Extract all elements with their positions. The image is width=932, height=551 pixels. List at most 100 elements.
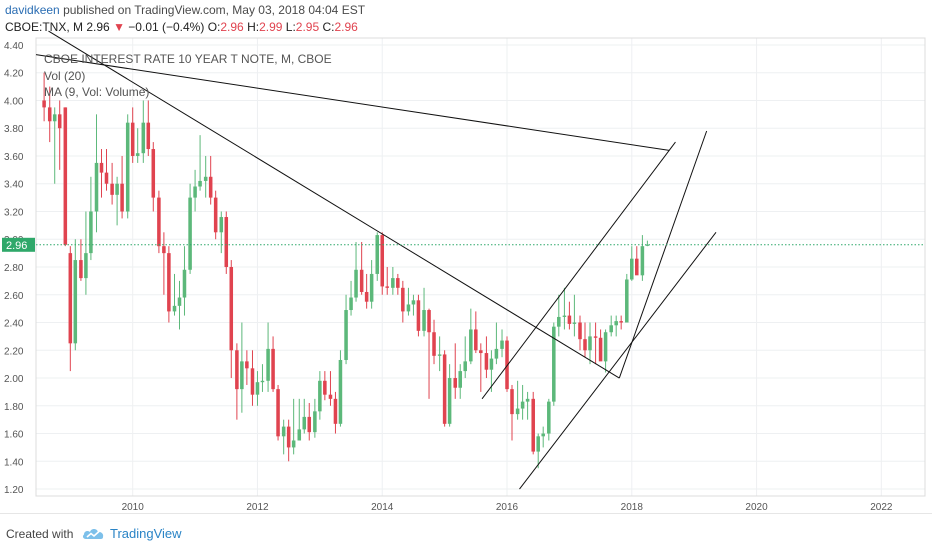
candle-body — [177, 297, 182, 306]
candle-body — [578, 322, 582, 340]
publish-line: davidkeen published on TradingView.com, … — [5, 3, 365, 17]
candle-body — [447, 378, 452, 424]
y-tick-label: 2.60 — [4, 291, 24, 302]
x-tick-label: 2022 — [870, 502, 893, 513]
candle-body — [208, 176, 213, 198]
trendline[interactable] — [618, 130, 708, 379]
candle-body — [333, 398, 338, 424]
candle-body — [442, 354, 447, 424]
candle-body — [411, 300, 416, 305]
y-tick-label: 4.20 — [4, 69, 24, 80]
candle-body — [141, 122, 146, 154]
last-price: 2.96 — [86, 20, 110, 34]
close-label: C: — [322, 20, 335, 34]
candle-body — [89, 211, 93, 254]
candle-body — [422, 310, 426, 331]
y-tick-label: 4.40 — [4, 41, 24, 52]
candle-body — [603, 332, 608, 362]
candle-body — [57, 114, 62, 129]
candle-body — [99, 162, 104, 173]
candle-body — [505, 340, 509, 390]
candle-body — [291, 440, 296, 448]
candles — [42, 72, 650, 469]
candle-body — [500, 340, 504, 349]
candle-body — [73, 260, 78, 344]
candle-body — [255, 382, 260, 395]
tradingview-cloud-icon — [82, 529, 104, 539]
open-label: O: — [207, 20, 221, 34]
low-value: 2.95 — [295, 20, 320, 34]
candle-body — [531, 398, 535, 452]
plot-area — [35, 37, 926, 497]
candle-body — [167, 253, 171, 312]
candle-body — [541, 433, 545, 437]
candle-body — [474, 329, 478, 351]
chart-header: davidkeen published on TradingView.com, … — [0, 0, 932, 38]
candle-body — [437, 354, 442, 356]
candle-body — [338, 359, 343, 424]
trendline[interactable] — [35, 54, 670, 151]
candle-body — [68, 253, 73, 344]
y-tick-label: 3.40 — [4, 180, 24, 191]
trendline[interactable] — [519, 231, 717, 490]
candle-body — [630, 258, 634, 280]
close-value: 2.96 — [334, 20, 358, 34]
candle-body — [396, 278, 400, 288]
candle-body — [162, 246, 166, 254]
author-link[interactable]: davidkeen — [5, 3, 60, 17]
x-axis: 2010 2012 2014 2016 2018 2020 2022 — [122, 502, 893, 513]
candle-body — [297, 429, 302, 441]
candle-body — [427, 310, 431, 333]
candle-body — [276, 389, 280, 437]
y-tick-label: 2.40 — [4, 319, 24, 330]
footer: Created with TradingView — [0, 513, 932, 551]
last-price-tag: 2.96 — [2, 237, 35, 252]
candle-body — [286, 426, 291, 448]
tradingview-brand-link[interactable]: TradingView — [110, 526, 182, 541]
candle-body — [115, 183, 119, 195]
candle-body — [110, 183, 114, 195]
candle-body — [281, 426, 286, 437]
trendline[interactable] — [481, 141, 676, 400]
low-label: L: — [285, 20, 296, 34]
price-change: −0.01 (−0.4%) — [128, 20, 205, 34]
candle-body — [391, 278, 395, 288]
candle-body — [47, 107, 52, 122]
x-tick-label: 2020 — [745, 502, 768, 513]
chart-legend: CBOE INTEREST RATE 10 YEAR T NOTE, M, CB… — [44, 52, 332, 99]
candle-body — [525, 398, 530, 402]
candle-body — [458, 371, 462, 388]
trendlines[interactable] — [35, 30, 717, 490]
candle-body — [120, 183, 124, 212]
candle-body — [552, 326, 556, 402]
candle-body — [203, 176, 208, 181]
x-tick-label: 2010 — [122, 502, 145, 513]
candle-body — [598, 337, 603, 362]
candle-body — [479, 350, 483, 354]
candle-body — [213, 197, 218, 233]
candle-body — [406, 304, 411, 312]
legend-vol: Vol (20) — [44, 69, 85, 83]
candle-body — [63, 107, 68, 245]
price-chart[interactable]: 4.404.204.003.803.603.403.203.002.802.60… — [0, 0, 932, 513]
legend-title: CBOE INTEREST RATE 10 YEAR T NOTE, M, CB… — [44, 52, 332, 66]
candle-body — [130, 122, 135, 156]
down-arrow-icon: ▼ — [113, 20, 125, 34]
candle-body — [146, 122, 151, 150]
candle-body — [432, 332, 436, 356]
candle-body — [84, 253, 88, 279]
y-tick-label: 2.20 — [4, 346, 24, 357]
y-axis: 4.404.204.003.803.603.403.203.002.802.60… — [4, 41, 24, 496]
candle-body — [250, 368, 255, 395]
candle-body — [79, 260, 83, 279]
published-text: published on TradingView.com, May 03, 20… — [63, 3, 366, 17]
candle-body — [52, 114, 57, 122]
y-tick-label: 1.40 — [4, 457, 24, 468]
candle-body — [489, 358, 494, 370]
candle-body — [401, 287, 405, 312]
candle-body — [349, 297, 353, 311]
trendline[interactable] — [48, 30, 620, 379]
y-tick-label: 1.80 — [4, 402, 24, 413]
candle-body — [567, 315, 572, 324]
candle-body — [510, 389, 514, 415]
